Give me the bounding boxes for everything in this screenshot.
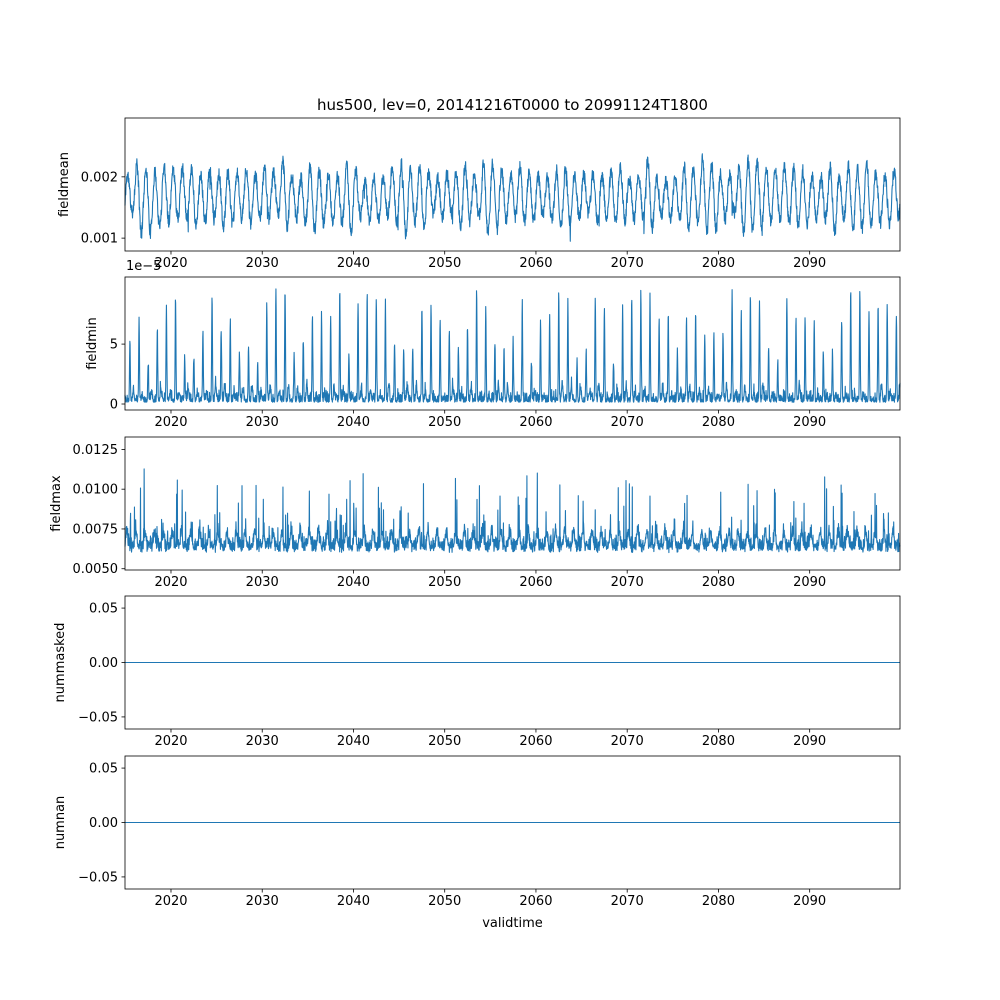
x-tick-label: 2070 <box>611 256 644 271</box>
x-tick-label: 2080 <box>702 256 735 271</box>
x-tick-label: 2090 <box>793 734 826 749</box>
y-tick-label: 0.00 <box>89 816 118 831</box>
x-tick-label: 2070 <box>611 575 644 590</box>
subplot-fieldmean: 0.001 0.002 2020 2030 2040 2050 2060 2070 2080 20… <box>57 117 901 271</box>
axes-spines <box>124 276 901 411</box>
x-tick-label: 2020 <box>154 894 187 909</box>
y-tick-label: 0.001 <box>81 232 118 247</box>
x-tick-label: 2060 <box>519 575 552 590</box>
y-tick-label: 0.05 <box>89 762 118 777</box>
x-tick-label: 2080 <box>702 575 735 590</box>
subplot-fieldmin: 0 5 2020 2030 2040 2050 2060 2070 2080 2090 fieldm… <box>85 259 901 430</box>
x-tick-label: 2040 <box>337 575 370 590</box>
x-tick-label: 2090 <box>793 575 826 590</box>
x-tick-label: 2030 <box>246 256 279 271</box>
subplot-nummasked: −0.05 0.00 0.05 2020 2030 2040 2050 2060 2070 208… <box>53 595 901 749</box>
x-tick-label: 2030 <box>246 575 279 590</box>
subplot-fieldmax: 0.0050 0.0075 0.0100 0.0125 2020 2030 2040 2050… <box>49 436 901 590</box>
x-tick-label: 2050 <box>428 894 461 909</box>
x-tick-label: 2040 <box>337 415 370 430</box>
x-tick-label: 2050 <box>428 575 461 590</box>
y-tick-label: 0.00 <box>89 656 118 671</box>
y-tick-label: −0.05 <box>78 710 118 725</box>
x-tick-label: 2080 <box>702 894 735 909</box>
series-line-fieldmean <box>124 153 901 242</box>
x-axis-label: validtime <box>482 916 543 931</box>
x-tick-label: 2070 <box>611 894 644 909</box>
y-tick-label: 0.0100 <box>73 483 119 498</box>
x-tick-label: 2070 <box>611 734 644 749</box>
y-tick-label: 0.0050 <box>73 562 119 577</box>
x-tick-label: 2020 <box>154 256 187 271</box>
x-tick-label: 2030 <box>246 734 279 749</box>
x-tick-label: 2020 <box>154 575 187 590</box>
x-tick-label: 2050 <box>428 415 461 430</box>
x-tick-label: 2050 <box>428 256 461 271</box>
x-tick-label: 2020 <box>154 415 187 430</box>
x-tick-label: 2090 <box>793 256 826 271</box>
x-tick-label: 2070 <box>611 415 644 430</box>
x-tick-label: 2050 <box>428 734 461 749</box>
y-tick-label: 0.0075 <box>73 522 119 537</box>
y-axis-label-fieldmean: fieldmean <box>57 152 72 217</box>
x-tick-label: 2030 <box>246 415 279 430</box>
axes-spines <box>124 117 901 252</box>
y-tick-label: 0.0125 <box>73 443 119 458</box>
x-tick-label: 2040 <box>337 256 370 271</box>
chart-title: hus500, lev=0, 20141216T0000 to 20991124… <box>317 96 708 114</box>
x-tick-label: 2020 <box>154 734 187 749</box>
y-axis-label-numnan: numnan <box>53 796 68 850</box>
y-tick-label: 0 <box>110 398 118 413</box>
x-tick-label: 2080 <box>702 415 735 430</box>
x-tick-label: 2030 <box>246 894 279 909</box>
x-tick-label: 2060 <box>519 256 552 271</box>
y-tick-label: 5 <box>110 338 118 353</box>
y-tick-label: 0.05 <box>89 602 118 617</box>
y-axis-label-fieldmax: fieldmax <box>49 475 64 532</box>
x-tick-label: 2040 <box>337 734 370 749</box>
x-tick-label: 2080 <box>702 734 735 749</box>
subplot-numnan: −0.05 0.00 0.05 2020 2030 2040 2050 2060 2070 208… <box>53 755 901 909</box>
x-tick-label: 2060 <box>519 894 552 909</box>
x-tick-label: 2040 <box>337 894 370 909</box>
x-tick-label: 2060 <box>519 415 552 430</box>
x-tick-label: 2090 <box>793 415 826 430</box>
series-line-fieldmin <box>124 288 901 403</box>
x-tick-label: 2090 <box>793 894 826 909</box>
y-axis-label-nummasked: nummasked <box>53 623 68 703</box>
y-axis-offset-text: 1e−5 <box>126 259 161 274</box>
y-tick-label: −0.05 <box>78 870 118 885</box>
y-tick-label: 0.002 <box>81 170 118 185</box>
axes-spines <box>124 436 901 571</box>
series-line-fieldmax <box>124 468 901 554</box>
y-axis-label-fieldmin: fieldmin <box>85 317 100 370</box>
x-tick-label: 2060 <box>519 734 552 749</box>
